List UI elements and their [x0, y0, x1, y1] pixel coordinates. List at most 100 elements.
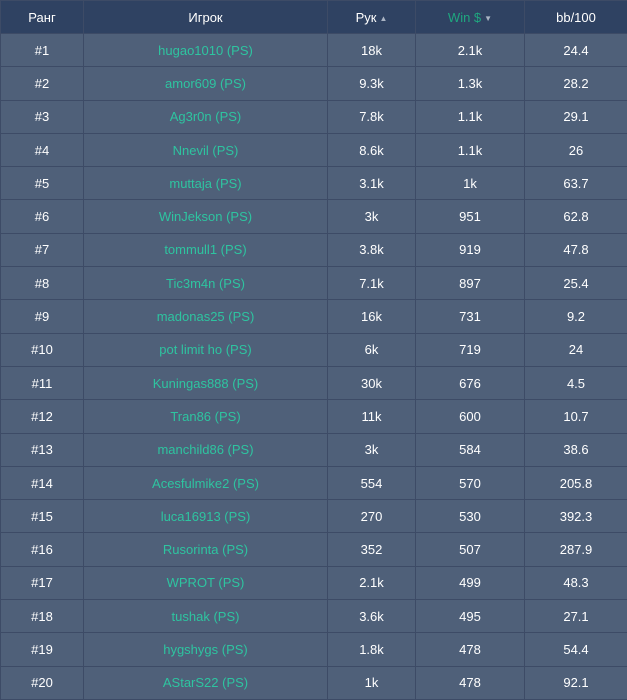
- win-cell: 478: [415, 665, 525, 700]
- bb100-cell: 47.8: [524, 232, 627, 268]
- table-row: #2 amor609 (PS) 9.3k 1.3k 28.2: [0, 66, 627, 101]
- table-row: #7 tommull1 (PS) 3.8k 919 47.8: [0, 232, 627, 268]
- hands-header[interactable]: Рук ▲: [327, 0, 416, 34]
- bb100-cell: 63.7: [524, 166, 627, 201]
- table-row: #12 Tran86 (PS) 11k 600 10.7: [0, 399, 627, 434]
- hands-cell: 8.6k: [327, 132, 416, 168]
- hands-cell: 3.8k: [327, 232, 416, 268]
- rank-cell: #20: [0, 665, 84, 700]
- player-link[interactable]: luca16913 (PS): [83, 499, 328, 534]
- player-header: Игрок: [83, 0, 328, 34]
- win-cell: 1k: [415, 166, 525, 201]
- table-row: #20 AStarS22 (PS) 1k 478 92.1: [0, 665, 627, 700]
- bb100-cell: 92.1: [524, 665, 627, 700]
- win-cell: 897: [415, 266, 525, 301]
- rank-cell: #16: [0, 532, 84, 567]
- player-link[interactable]: Kuningas888 (PS): [83, 365, 328, 401]
- bb100-cell: 24: [524, 332, 627, 367]
- bb100-cell: 25.4: [524, 266, 627, 301]
- player-link[interactable]: Tic3m4n (PS): [83, 266, 328, 301]
- hands-cell: 7.1k: [327, 266, 416, 301]
- player-link[interactable]: manchild86 (PS): [83, 432, 328, 467]
- player-link[interactable]: hugao1010 (PS): [83, 32, 328, 68]
- hands-cell: 30k: [327, 365, 416, 401]
- player-link[interactable]: Rusorinta (PS): [83, 532, 328, 567]
- table-row: #10 pot limit ho (PS) 6k 719 24: [0, 332, 627, 367]
- bb100-header: bb/100: [524, 0, 627, 34]
- table-row: #14 Acesfulmike2 (PS) 554 570 205.8: [0, 465, 627, 501]
- rank-cell: #8: [0, 266, 84, 301]
- table-row: #13 manchild86 (PS) 3k 584 38.6: [0, 432, 627, 467]
- bb100-cell: 24.4: [524, 32, 627, 68]
- rank-cell: #6: [0, 199, 84, 234]
- bb100-cell: 62.8: [524, 199, 627, 234]
- rank-cell: #14: [0, 465, 84, 501]
- hands-cell: 16k: [327, 299, 416, 334]
- player-link[interactable]: muttaja (PS): [83, 166, 328, 201]
- hands-cell: 352: [327, 532, 416, 567]
- table-row: #19 hygshygs (PS) 1.8k 478 54.4: [0, 632, 627, 667]
- player-link[interactable]: tushak (PS): [83, 599, 328, 634]
- win-header-label: Win $: [447, 9, 482, 25]
- table-row: #3 Ag3r0n (PS) 7.8k 1.1k 29.1: [0, 99, 627, 134]
- hands-cell: 2.1k: [327, 565, 416, 601]
- player-link[interactable]: Acesfulmike2 (PS): [83, 465, 328, 501]
- win-cell: 951: [415, 199, 525, 234]
- player-link[interactable]: madonas25 (PS): [83, 299, 328, 334]
- win-cell: 1.1k: [415, 132, 525, 168]
- win-header[interactable]: Win $ ▼: [415, 0, 525, 34]
- win-cell: 676: [415, 365, 525, 401]
- player-link[interactable]: WPROT (PS): [83, 565, 328, 601]
- table-row: #5 muttaja (PS) 3.1k 1k 63.7: [0, 166, 627, 201]
- win-cell: 919: [415, 232, 525, 268]
- player-link[interactable]: WinJekson (PS): [83, 199, 328, 234]
- table-row: #6 WinJekson (PS) 3k 951 62.8: [0, 199, 627, 234]
- hands-cell: 270: [327, 499, 416, 534]
- hands-cell: 3.6k: [327, 599, 416, 634]
- win-cell: 1.1k: [415, 99, 525, 134]
- sort-up-icon: ▲: [379, 13, 388, 23]
- bb100-cell: 26: [524, 132, 627, 168]
- rank-cell: #2: [0, 66, 84, 101]
- rank-cell: #4: [0, 132, 84, 168]
- table-row: #11 Kuningas888 (PS) 30k 676 4.5: [0, 365, 627, 401]
- win-cell: 1.3k: [415, 66, 525, 101]
- win-cell: 499: [415, 565, 525, 601]
- player-link[interactable]: Tran86 (PS): [83, 399, 328, 434]
- bb100-cell: 4.5: [524, 365, 627, 401]
- rank-cell: #11: [0, 365, 84, 401]
- rank-cell: #10: [0, 332, 84, 367]
- player-link[interactable]: tommull1 (PS): [83, 232, 328, 268]
- bb100-cell: 38.6: [524, 432, 627, 467]
- hands-cell: 11k: [327, 399, 416, 434]
- table-row: #15 luca16913 (PS) 270 530 392.3: [0, 499, 627, 534]
- table-row: #4 Nnevil (PS) 8.6k 1.1k 26: [0, 132, 627, 168]
- hands-cell: 7.8k: [327, 99, 416, 134]
- rank-cell: #9: [0, 299, 84, 334]
- rank-cell: #5: [0, 166, 84, 201]
- player-link[interactable]: pot limit ho (PS): [83, 332, 328, 367]
- hands-cell: 1.8k: [327, 632, 416, 667]
- bb100-cell: 205.8: [524, 465, 627, 501]
- table-row: #18 tushak (PS) 3.6k 495 27.1: [0, 599, 627, 634]
- player-link[interactable]: hygshygs (PS): [83, 632, 328, 667]
- bb100-cell: 48.3: [524, 565, 627, 601]
- hands-cell: 554: [327, 465, 416, 501]
- win-cell: 2.1k: [415, 32, 525, 68]
- player-link[interactable]: Nnevil (PS): [83, 132, 328, 168]
- win-cell: 719: [415, 332, 525, 367]
- rank-header: Ранг: [0, 0, 84, 34]
- bb100-cell: 29.1: [524, 99, 627, 134]
- bb100-cell: 392.3: [524, 499, 627, 534]
- bb100-cell: 287.9: [524, 532, 627, 567]
- win-cell: 584: [415, 432, 525, 467]
- rank-cell: #12: [0, 399, 84, 434]
- bb100-cell: 10.7: [524, 399, 627, 434]
- sort-down-icon: ▼: [484, 13, 493, 23]
- player-link[interactable]: Ag3r0n (PS): [83, 99, 328, 134]
- hands-cell: 9.3k: [327, 66, 416, 101]
- hands-cell: 6k: [327, 332, 416, 367]
- player-link[interactable]: amor609 (PS): [83, 66, 328, 101]
- player-link[interactable]: AStarS22 (PS): [83, 665, 328, 700]
- rank-cell: #3: [0, 99, 84, 134]
